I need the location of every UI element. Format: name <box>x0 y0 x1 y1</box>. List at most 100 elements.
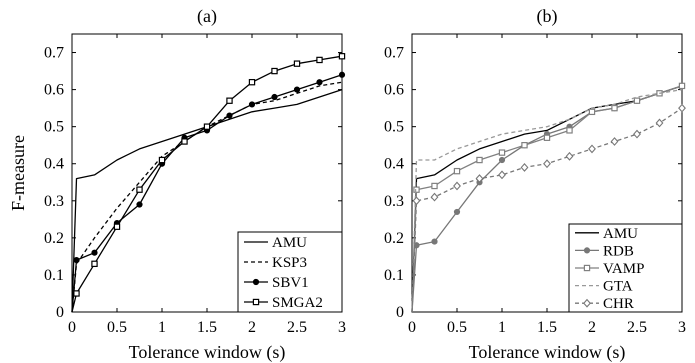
data-point <box>543 134 551 141</box>
data-point <box>588 144 596 154</box>
x-tick-label: 1 <box>158 319 166 336</box>
y-tick-label: 0.6 <box>384 82 404 99</box>
data-point <box>678 103 686 113</box>
x-tick-label: 1.5 <box>537 319 557 336</box>
x-tick-label: 0.5 <box>107 319 127 336</box>
data-point <box>633 97 641 104</box>
series-gta <box>411 88 683 313</box>
data-point <box>498 149 506 156</box>
y-tick-label: 0 <box>396 304 404 321</box>
legend: AMU KSP3 SBV1 SMGA2 <box>237 231 343 313</box>
data-point <box>476 156 483 164</box>
data-point <box>293 60 301 67</box>
series-line-amu <box>71 88 343 313</box>
y-tick-label: 0.5 <box>384 119 404 136</box>
data-point <box>181 138 188 145</box>
y-tick-label: 0.2 <box>384 230 404 247</box>
data-point <box>498 156 506 164</box>
legend-label: CHR <box>603 296 634 312</box>
y-tick-label: 0.3 <box>384 193 404 210</box>
y-tick-label: 0.6 <box>44 82 64 99</box>
x-tick-label: 1.5 <box>197 319 217 336</box>
chart-panel-1: (a) 0 0.5 1 1.5 2 2.5 3 0 0.1 0.2 0.3 0.4 0.5 0.6 0.7 To… <box>8 6 346 363</box>
x-tick-label: 2 <box>588 319 596 336</box>
data-point <box>226 97 233 104</box>
y-tick-label: 0.2 <box>44 230 64 247</box>
series-amu <box>71 88 343 313</box>
data-point <box>338 53 346 60</box>
series-smga2 <box>71 53 346 313</box>
data-point <box>73 290 80 297</box>
data-point <box>248 101 256 108</box>
legend-marker <box>583 247 591 254</box>
chart-panel-2: (b) 0 0.5 1 1.5 2 2.5 3 0 0.1 0.2 0.3 0.4 0.5 0.6 0.7 To… <box>384 6 686 363</box>
x-axis-label: Tolerance window (s) <box>129 342 286 363</box>
data-point <box>521 142 528 149</box>
x-tick-label: 0 <box>408 319 416 336</box>
data-point <box>316 79 323 86</box>
y-tick-label: 0.1 <box>384 267 404 284</box>
series-vamp <box>411 82 686 313</box>
data-point <box>610 137 619 146</box>
data-point <box>566 127 573 134</box>
legend-marker <box>252 298 260 306</box>
y-tick-label: 0.7 <box>44 45 64 62</box>
data-point <box>91 260 98 268</box>
y-tick-label: 0.4 <box>44 156 64 173</box>
x-tick-label: 2 <box>248 319 256 336</box>
data-point <box>316 56 323 64</box>
y-tick-label: 0.1 <box>44 267 64 284</box>
legend-label: SBV1 <box>272 275 309 291</box>
legend-label: VAMP <box>603 261 644 277</box>
y-tick-label: 0.7 <box>384 45 404 62</box>
y-tick-label: 0.4 <box>384 156 404 173</box>
data-point <box>271 67 278 75</box>
legend-label: SMGA2 <box>272 295 323 311</box>
x-tick-label: 0.5 <box>447 319 467 336</box>
data-point <box>498 170 506 180</box>
data-point <box>412 196 421 206</box>
data-point <box>226 112 233 119</box>
y-tick-label: 0.5 <box>44 119 64 136</box>
data-point <box>136 186 143 193</box>
data-point <box>588 108 596 116</box>
data-point <box>453 167 461 175</box>
data-point <box>611 104 618 112</box>
y-axis-label: F-measure <box>8 135 28 211</box>
series-line-smga2 <box>71 55 343 313</box>
series-line-gta <box>411 88 683 313</box>
legend-marker <box>583 298 591 308</box>
legend-label: RDB <box>603 243 634 259</box>
data-point <box>565 151 574 161</box>
data-point <box>136 201 143 208</box>
legend-label: AMU <box>603 226 638 242</box>
data-point <box>543 159 551 169</box>
x-axis-label: Tolerance window (s) <box>469 342 626 363</box>
legend-marker <box>583 264 591 272</box>
data-point <box>113 223 121 230</box>
x-tick-label: 0 <box>68 319 76 336</box>
data-point <box>73 257 80 264</box>
data-point <box>678 82 686 90</box>
data-point <box>431 182 438 190</box>
legend-box <box>237 231 343 313</box>
legend-label: AMU <box>272 235 307 251</box>
data-point <box>91 249 98 256</box>
data-point <box>655 118 664 128</box>
data-point <box>430 192 439 202</box>
data-point <box>413 186 420 193</box>
x-tick-label: 3 <box>678 319 686 336</box>
data-point <box>338 71 346 78</box>
data-point <box>453 208 461 216</box>
series-line-vamp <box>411 85 683 313</box>
data-point <box>633 129 641 139</box>
data-point <box>248 78 256 86</box>
x-tick-label: 1 <box>498 319 506 336</box>
data-point <box>203 123 211 130</box>
x-tick-label: 2.5 <box>287 319 307 336</box>
x-tick-label: 2.5 <box>627 319 647 336</box>
panel-title: (a) <box>197 6 217 27</box>
panel-title: (b) <box>537 6 558 27</box>
data-point <box>158 156 166 164</box>
